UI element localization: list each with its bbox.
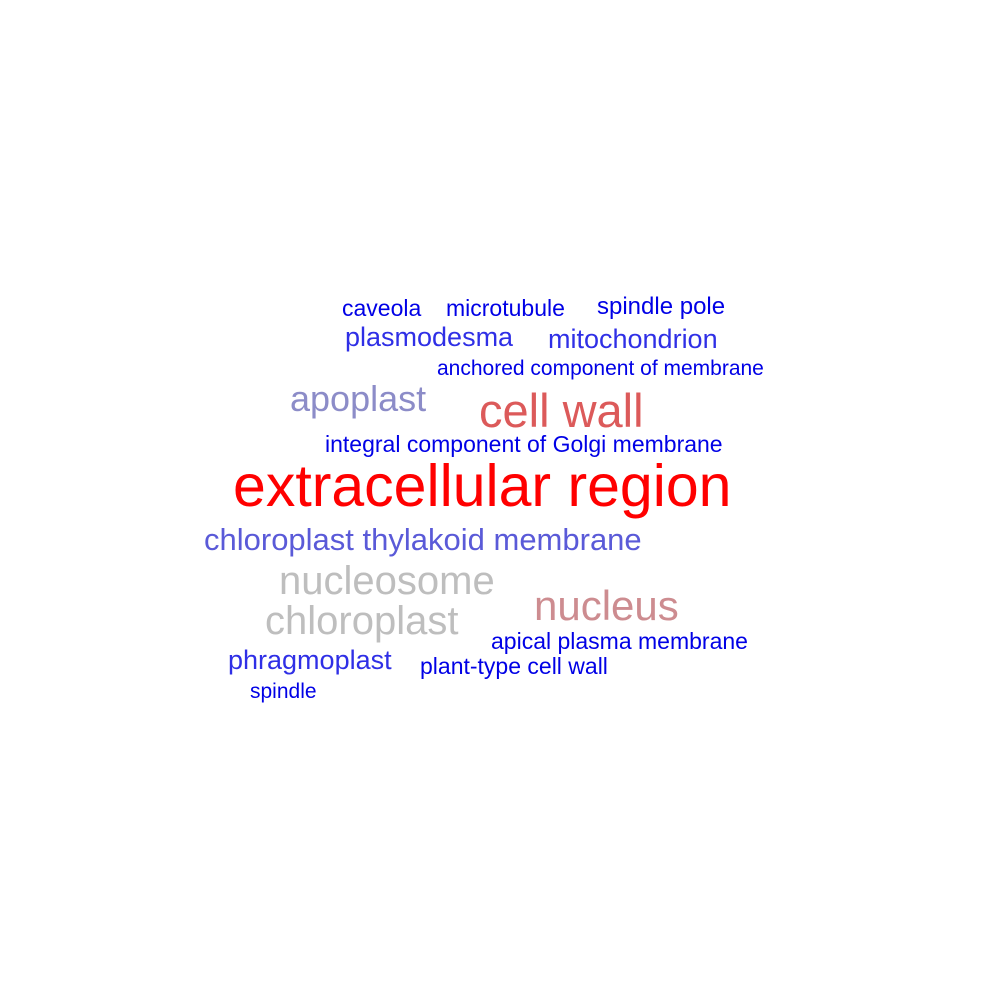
- word-mitochondrion: mitochondrion: [548, 324, 718, 354]
- word-integral-component-of-golgi-membrane: integral component of Golgi membrane: [325, 431, 723, 457]
- word-plant-type-cell-wall: plant-type cell wall: [420, 653, 608, 679]
- word-phragmoplast: phragmoplast: [228, 645, 392, 675]
- word-extracellular-region: extracellular region: [233, 453, 732, 519]
- word-chloroplast-thylakoid-membrane: chloroplast thylakoid membrane: [204, 522, 642, 557]
- word-chloroplast: chloroplast: [265, 599, 459, 643]
- word-apical-plasma-membrane: apical plasma membrane: [491, 628, 748, 654]
- word-plasmodesma: plasmodesma: [345, 322, 514, 352]
- word-caveola: caveola: [342, 295, 422, 321]
- word-apoplast: apoplast: [290, 378, 427, 419]
- word-anchored-component-of-membrane: anchored component of membrane: [437, 357, 764, 380]
- word-microtubule: microtubule: [446, 295, 565, 321]
- word-spindle-pole: spindle pole: [597, 293, 726, 320]
- word-nucleus: nucleus: [534, 582, 679, 629]
- word-cell-wall: cell wall: [479, 384, 644, 437]
- word-nucleosome: nucleosome: [279, 559, 495, 603]
- word-spindle: spindle: [250, 680, 317, 703]
